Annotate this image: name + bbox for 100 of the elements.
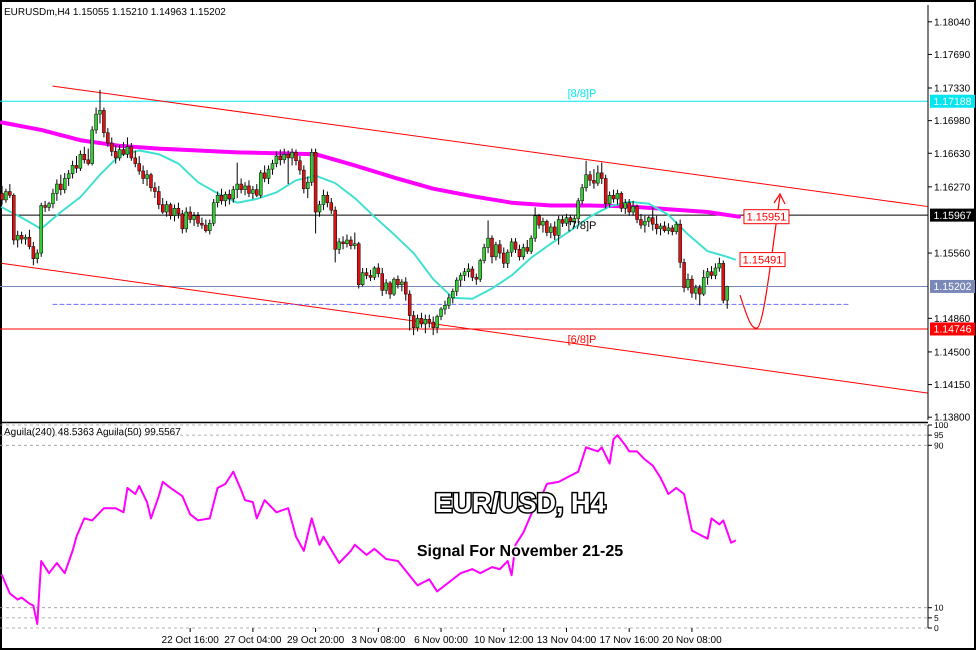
y-tick-label: 1.17690 (934, 50, 971, 61)
y-tick-label: 5 (934, 612, 939, 623)
y-tick-label: 90 (934, 440, 944, 450)
y-tick-label: 95 (934, 430, 944, 440)
annotation: 1.15951 (746, 212, 786, 224)
candlestick (596, 164, 600, 186)
candlestick (82, 146, 86, 164)
candlestick (616, 189, 620, 206)
ref-line-label: 1.17188 (934, 96, 972, 108)
candlestick (658, 222, 662, 236)
candlestick (224, 191, 228, 207)
candlestick (243, 182, 247, 196)
candlestick (588, 170, 592, 186)
ref-line-label: 1.15202 (934, 281, 972, 294)
candlestick (278, 149, 282, 166)
candlestick (251, 185, 255, 200)
chart-title: EURUSDm,H4 1.15055 1.15210 1.14963 1.15202 (4, 7, 226, 18)
candlestick (118, 144, 122, 162)
candlestick (424, 314, 428, 334)
candlestick (157, 185, 161, 210)
candlestick (552, 220, 556, 241)
candlestick (670, 224, 674, 236)
candlestick (4, 188, 8, 204)
x-tick-label: 20 Nov 08:00 (662, 635, 722, 646)
candlestick (400, 278, 404, 292)
line-series (1, 149, 736, 300)
candlestick (122, 142, 126, 157)
candlestick (666, 222, 670, 235)
candlestick (235, 162, 239, 199)
candlestick (258, 170, 262, 199)
candlestick (74, 156, 78, 174)
candlestick (392, 276, 396, 296)
y-tick-label: 1.14150 (934, 380, 971, 392)
x-tick-label: 29 Oct 20:00 (286, 635, 345, 646)
y-tick-label: 0 (934, 622, 939, 633)
candlestick (349, 236, 353, 250)
candlestick (78, 150, 82, 172)
candlestick (204, 218, 208, 234)
candlestick (326, 191, 330, 208)
x-tick-label: 10 Nov 12:00 (474, 635, 534, 646)
candlestick (247, 180, 251, 198)
candlestick (662, 220, 666, 234)
candlestick (541, 217, 545, 234)
y-tick-label: 1.16980 (934, 116, 971, 128)
line-series (0, 120, 741, 219)
candlestick (388, 280, 392, 300)
candlestick (416, 314, 420, 332)
y-tick-label: 100 (934, 420, 948, 430)
candlestick (290, 148, 294, 166)
candlestick (126, 136, 130, 158)
candlestick (690, 274, 694, 298)
annotation: [8/8]P (568, 88, 596, 100)
candlestick (62, 172, 66, 194)
y-tick-label: 1.15560 (934, 248, 971, 260)
y-tick-label: 1.18040 (934, 17, 971, 28)
candlestick (24, 234, 28, 246)
candlestick (431, 316, 435, 336)
x-tick-label: 6 Nov 00:00 (414, 635, 468, 646)
ref-line-label: 1.15967 (934, 210, 972, 222)
x-tick-label: 27 Oct 04:00 (224, 635, 282, 646)
candlestick (145, 170, 149, 186)
candlestick (228, 189, 232, 206)
y-tick-label: 1.17330 (934, 84, 971, 94)
y-tick-label: 1.16270 (934, 182, 971, 194)
candlestick (141, 164, 145, 185)
candlestick (498, 240, 502, 260)
candlestick (526, 240, 530, 254)
y-tick-label: 10 (934, 602, 944, 613)
x-tick-label: 22 Oct 16:00 (162, 635, 220, 646)
candlestick (20, 231, 24, 244)
candlestick (372, 266, 376, 281)
chart-title: Aguila(240) 48.5363 Aguila(50) 99.5567 (4, 427, 182, 438)
candlestick (710, 266, 714, 280)
candlestick (458, 272, 462, 288)
candlestick (380, 267, 384, 296)
candlestick (286, 150, 290, 185)
y-tick-label: 1.16630 (934, 148, 971, 160)
ref-line-label: 1.14746 (934, 324, 972, 336)
candlestick (522, 243, 526, 260)
candlestick (466, 262, 470, 278)
candlestick (592, 168, 596, 190)
candlestick (368, 269, 372, 282)
annotation: [6/8]P (568, 334, 596, 346)
candlestick (545, 218, 549, 237)
y-tick-label: 1.14500 (934, 347, 971, 358)
candlestick (612, 189, 616, 204)
candlestick (620, 191, 624, 213)
candlestick (494, 241, 498, 262)
annotation: 1.15491 (742, 254, 782, 266)
candlestick (341, 236, 345, 250)
candlestick (470, 266, 474, 282)
y-tick-label: 1.14860 (934, 314, 971, 325)
candlestick (239, 178, 243, 194)
candlestick (220, 188, 224, 206)
x-tick-label: 13 Nov 04:00 (536, 635, 597, 646)
candlestick (59, 174, 63, 196)
candlestick (549, 222, 553, 239)
x-tick-label: 3 Nov 08:00 (351, 635, 406, 646)
candlestick (345, 234, 349, 248)
x-tick-label: 17 Nov 16:00 (599, 635, 660, 646)
